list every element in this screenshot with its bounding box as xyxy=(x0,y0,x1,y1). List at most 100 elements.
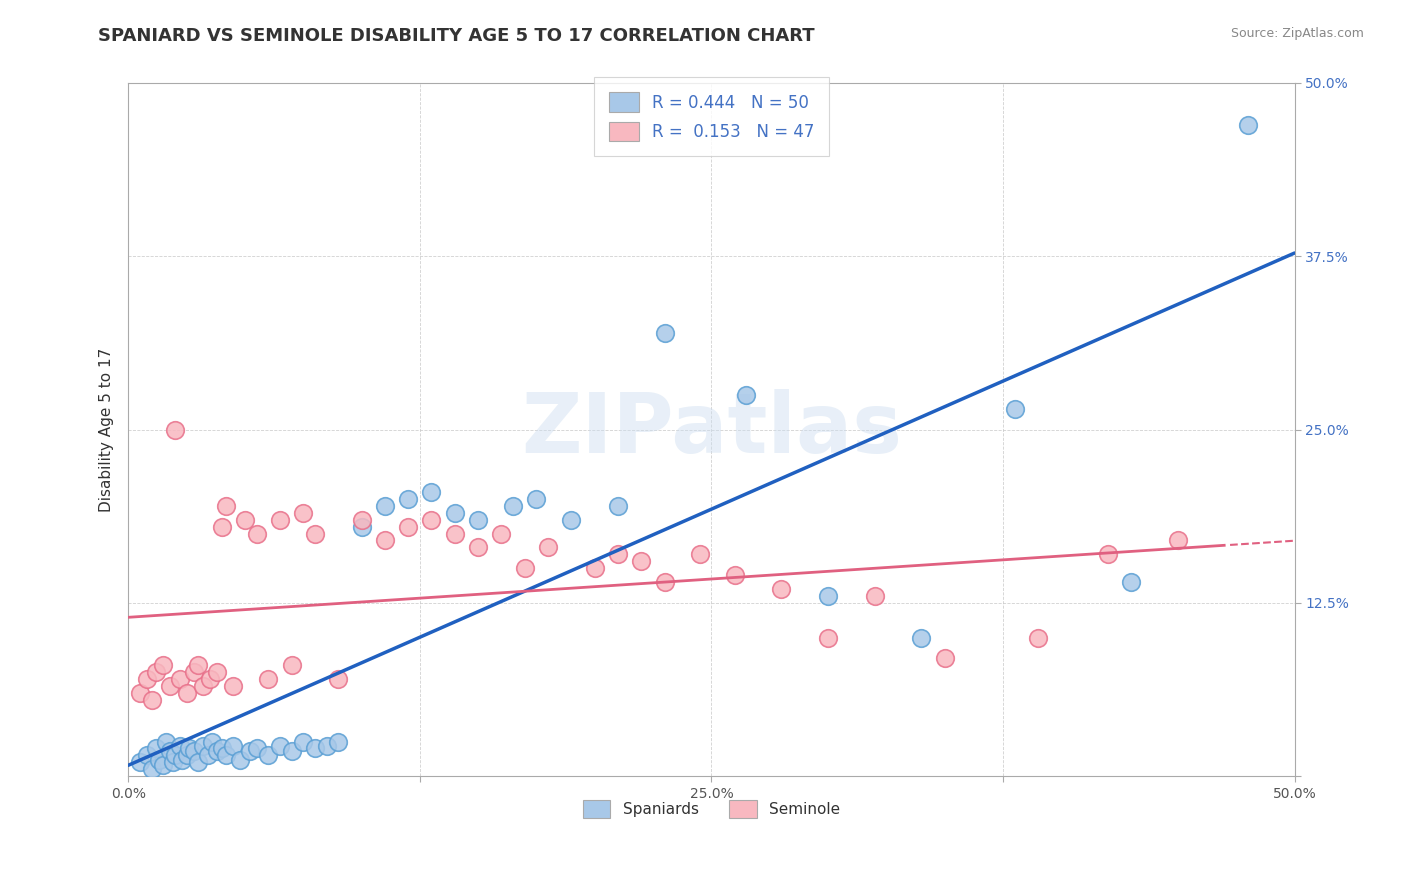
Point xyxy=(304,741,326,756)
Point xyxy=(211,741,233,756)
Point xyxy=(328,734,350,748)
Point xyxy=(328,672,350,686)
Point xyxy=(176,686,198,700)
Point xyxy=(304,526,326,541)
Point xyxy=(526,491,548,506)
Point xyxy=(152,658,174,673)
Point xyxy=(187,756,209,770)
Point xyxy=(724,568,747,582)
Point xyxy=(1121,575,1143,590)
Point xyxy=(502,499,524,513)
Point xyxy=(145,665,167,680)
Point xyxy=(934,651,956,665)
Point xyxy=(1026,631,1049,645)
Point xyxy=(222,739,245,753)
Point xyxy=(183,665,205,680)
Point xyxy=(689,547,711,561)
Point xyxy=(374,499,396,513)
Point xyxy=(607,547,630,561)
Point xyxy=(770,582,793,596)
Point xyxy=(176,748,198,763)
Point xyxy=(443,526,465,541)
Point xyxy=(863,589,886,603)
Point xyxy=(257,672,280,686)
Point xyxy=(233,513,256,527)
Point xyxy=(491,526,513,541)
Point xyxy=(187,658,209,673)
Point xyxy=(238,744,260,758)
Point xyxy=(222,679,245,693)
Legend: Spaniards, Seminole: Spaniards, Seminole xyxy=(576,794,846,824)
Point xyxy=(211,519,233,533)
Point xyxy=(350,513,373,527)
Point xyxy=(513,561,536,575)
Point xyxy=(630,554,652,568)
Point xyxy=(396,519,419,533)
Point xyxy=(654,326,676,340)
Point xyxy=(910,631,932,645)
Point xyxy=(1097,547,1119,561)
Point xyxy=(191,679,214,693)
Point xyxy=(245,741,267,756)
Point xyxy=(280,658,302,673)
Point xyxy=(205,744,228,758)
Point xyxy=(191,739,214,753)
Point xyxy=(141,693,163,707)
Point xyxy=(135,748,157,763)
Point xyxy=(537,541,560,555)
Point xyxy=(350,519,373,533)
Point xyxy=(443,506,465,520)
Point xyxy=(155,734,177,748)
Point xyxy=(129,686,152,700)
Point xyxy=(1004,401,1026,416)
Point xyxy=(467,541,489,555)
Point xyxy=(467,513,489,527)
Point xyxy=(374,533,396,548)
Point xyxy=(1167,533,1189,548)
Point xyxy=(735,388,758,402)
Point xyxy=(420,513,443,527)
Point xyxy=(141,762,163,776)
Point xyxy=(1237,118,1260,132)
Point xyxy=(145,741,167,756)
Point xyxy=(183,744,205,758)
Point xyxy=(163,748,186,763)
Point xyxy=(197,748,219,763)
Point xyxy=(162,756,184,770)
Point xyxy=(152,758,174,772)
Point xyxy=(280,744,302,758)
Point xyxy=(177,741,200,756)
Point xyxy=(583,561,606,575)
Point xyxy=(292,506,315,520)
Point xyxy=(257,748,280,763)
Point xyxy=(135,672,157,686)
Point xyxy=(229,752,252,766)
Point xyxy=(269,739,291,753)
Point xyxy=(396,491,419,506)
Point xyxy=(817,631,839,645)
Point xyxy=(420,485,443,500)
Point xyxy=(817,589,839,603)
Point xyxy=(560,513,582,527)
Point xyxy=(169,672,191,686)
Point xyxy=(215,748,238,763)
Point xyxy=(129,756,152,770)
Point xyxy=(198,672,221,686)
Point xyxy=(159,679,181,693)
Point xyxy=(315,739,337,753)
Point xyxy=(159,744,181,758)
Point xyxy=(245,526,267,541)
Text: Source: ZipAtlas.com: Source: ZipAtlas.com xyxy=(1230,27,1364,40)
Text: ZIPatlas: ZIPatlas xyxy=(520,389,901,470)
Point xyxy=(163,423,186,437)
Point xyxy=(654,575,676,590)
Text: SPANIARD VS SEMINOLE DISABILITY AGE 5 TO 17 CORRELATION CHART: SPANIARD VS SEMINOLE DISABILITY AGE 5 TO… xyxy=(98,27,815,45)
Point xyxy=(269,513,291,527)
Point xyxy=(201,734,224,748)
Point xyxy=(607,499,630,513)
Point xyxy=(215,499,238,513)
Y-axis label: Disability Age 5 to 17: Disability Age 5 to 17 xyxy=(100,347,114,512)
Point xyxy=(205,665,228,680)
Point xyxy=(292,734,315,748)
Point xyxy=(169,739,191,753)
